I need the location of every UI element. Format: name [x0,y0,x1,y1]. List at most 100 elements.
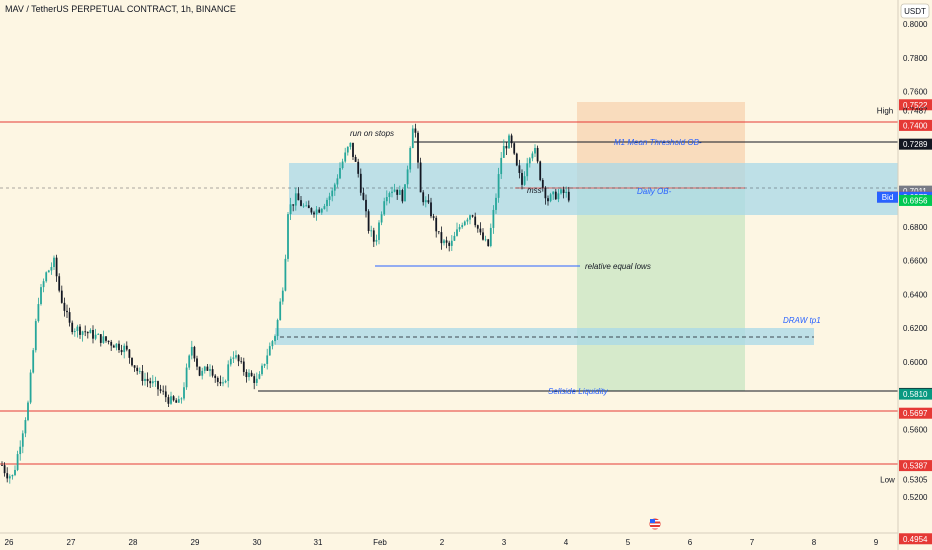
daily-ob-zone[interactable] [289,163,898,215]
candle-body [209,369,211,371]
candle-body [97,334,100,335]
currency-button[interactable]: USDT [900,3,930,19]
price-axis[interactable] [898,0,932,550]
candle-body [523,176,526,185]
candle-body [448,242,451,246]
candle-body [372,230,375,242]
candle-body [294,193,297,206]
candle-body [320,208,323,213]
candle-body [466,219,469,222]
candle-body [513,143,516,154]
candle-body [482,232,484,240]
candle-body [323,206,326,209]
candle-body [40,287,42,305]
candle-body [552,191,555,195]
candle-body [349,142,352,147]
candle-body [411,128,414,149]
candle-body [229,358,232,365]
candle-body [404,184,406,202]
candle-body [237,355,240,362]
candle-body [37,304,40,322]
price-tag-label: Bid [882,193,894,202]
candle-body [81,331,84,335]
candle-body [331,190,334,197]
price-tag-bg [899,533,932,545]
candle-body [406,169,409,185]
candle-body [175,400,178,403]
candle-body [549,194,552,202]
candle-body [185,367,188,388]
candle-body [357,161,360,174]
candle-body [450,240,453,246]
time-tick-label: 4 [564,538,569,547]
draw-tp1-zone[interactable] [275,328,814,345]
candle-body [42,281,45,288]
price-tags: 0.7522High0.74870.74000.72890.7011Ask0.6… [877,99,932,545]
candle-body [99,334,102,343]
candle-body [115,343,118,348]
candle-body [271,341,274,347]
price-tag-value: 0.6956 [903,196,928,205]
price-tag-value: 0.5305 [903,475,928,484]
candle-body [315,209,318,215]
price-tag-bg [899,185,932,197]
candle-body [146,378,149,382]
candle-body [71,322,74,333]
candle-body [328,196,331,200]
profit-target-zone[interactable] [577,189,745,391]
candle-body [502,146,505,158]
candle-body [456,229,458,236]
candle-body [240,361,243,363]
candle-body [73,331,76,333]
price-tick-label: 0.6800 [903,223,928,232]
candle-body [45,272,48,282]
candle-body [469,215,471,220]
price-tag-bg [899,388,932,400]
candle-body [86,332,89,334]
candle-body [424,200,427,203]
candle-body [287,214,289,259]
candle-body [539,161,542,181]
annotation-draw-tp1: DRAW tp1 [783,316,821,325]
candle-body [211,369,214,376]
candle-body [419,162,422,193]
candle-body [60,290,63,303]
candle-body [128,349,131,358]
time-tick-label: 6 [688,538,693,547]
candle-body [495,197,497,210]
candle-body [333,184,336,191]
candlestick-series[interactable] [1,123,570,484]
candle-body [344,152,347,162]
price-tag-value: 0.7289 [903,140,928,149]
candle-body [1,465,3,466]
candle-body [196,358,198,367]
candle-body [133,365,136,368]
candle-body [305,205,308,207]
time-tick-label: 2 [440,538,445,547]
candle-body [510,135,513,144]
candle-body [476,225,479,229]
candle-body [170,396,172,404]
candle-body [248,372,250,378]
us-flag-event-icon[interactable] [649,518,661,530]
candle-body [393,189,396,192]
candle-body [138,371,141,372]
candle-body [339,168,341,179]
candle-body [378,222,380,240]
candle-body [560,189,562,194]
candle-body [526,163,529,177]
annotation-daily-ob: Daily OB- [637,187,672,196]
candle-body [307,205,310,209]
candle-body [515,153,518,166]
candle-body [440,232,443,244]
candle-body [258,374,261,379]
price-tag-value: 0.7522 [903,101,928,110]
time-axis-ticks: 26 27 28 29 30 31 Feb 2 3 4 5 6 7 8 9 [5,538,879,547]
candle-body [27,402,29,421]
candle-body [177,399,180,403]
candle-body [19,446,22,455]
time-tick-label: 8 [812,538,817,547]
candle-body [131,357,133,366]
